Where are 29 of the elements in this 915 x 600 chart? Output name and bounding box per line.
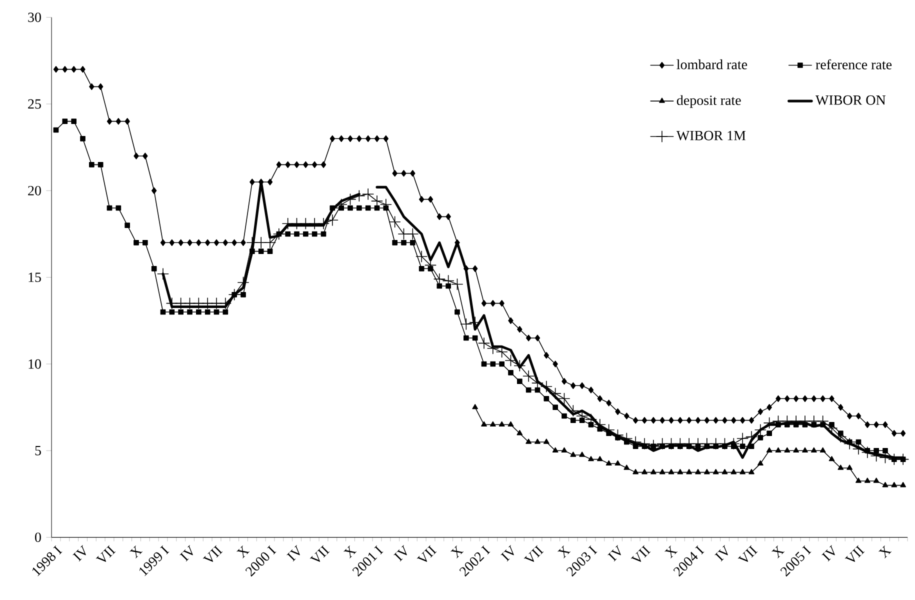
y-tick-label: 0 <box>35 532 41 542</box>
x-tick-label: IV <box>822 545 835 562</box>
y-tick-label: 10 <box>28 359 41 369</box>
y-tick-label: 20 <box>28 186 41 196</box>
x-tick-label: VII <box>416 545 437 562</box>
legend-label: deposit rate <box>676 95 741 108</box>
y-tick-label: 25 <box>28 99 41 109</box>
legend-label: reference rate <box>816 59 892 70</box>
x-tick-label: IV <box>500 545 514 562</box>
x-tick-label: IV <box>180 545 193 562</box>
y-tick-label: 5 <box>35 446 41 456</box>
x-tick-label: VII <box>524 545 544 562</box>
x-tick-label: IV <box>394 545 407 562</box>
y-tick-label: 15 <box>28 272 41 282</box>
x-tick-label: VII <box>310 545 330 562</box>
x-tick-label: VII <box>202 545 223 562</box>
x-tick-label: VII <box>844 545 865 562</box>
x-tick-label: VII <box>96 545 116 562</box>
y-tick-label: 30 <box>28 12 41 22</box>
x-tick-label: VII <box>630 545 651 562</box>
x-tick-label: IV <box>714 545 728 562</box>
x-tick-label: VII <box>738 545 758 562</box>
legend-label: WIBOR 1M <box>676 130 746 140</box>
x-tick-label: IV <box>72 545 86 562</box>
x-tick-label: X <box>878 546 892 558</box>
x-tick-label: IV <box>608 545 621 562</box>
legend-label: lombard rate <box>676 59 748 70</box>
x-tick-label: IV <box>286 545 300 562</box>
legend-label: WIBOR ON <box>816 95 886 105</box>
